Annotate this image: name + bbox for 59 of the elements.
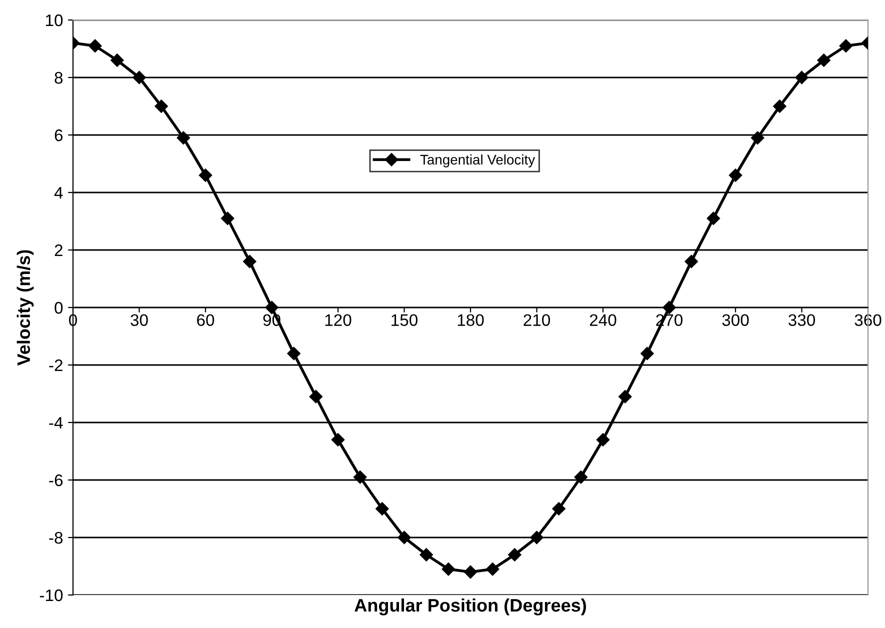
y-tick-label: 0 <box>54 302 63 314</box>
point <box>132 70 146 84</box>
y-tick-label: -8 <box>49 532 63 544</box>
point <box>398 530 411 544</box>
point <box>176 131 190 144</box>
point <box>662 300 676 314</box>
x-tick-label: 240 <box>590 314 616 326</box>
x-tick-label: 60 <box>197 314 214 326</box>
x-tick-label: 210 <box>524 314 550 326</box>
y-tick-label: 10 <box>46 14 63 26</box>
y-tick-label: 4 <box>54 187 63 199</box>
x-tick-label: 30 <box>130 314 148 326</box>
point <box>198 168 212 182</box>
point <box>750 131 764 144</box>
y-tick-label: -10 <box>40 589 63 602</box>
point <box>706 212 720 225</box>
point <box>640 346 654 360</box>
point <box>243 254 256 268</box>
point <box>110 54 124 67</box>
x-tick-label: 120 <box>325 314 352 326</box>
y-axis-title: Velocity (m/s) <box>16 250 34 366</box>
point <box>728 168 742 182</box>
y-tick-label: 6 <box>54 129 63 142</box>
y-tick-label: -6 <box>49 474 63 486</box>
point <box>508 548 522 562</box>
x-axis-title: Angular Position (Degrees) <box>354 598 586 616</box>
point <box>795 70 808 84</box>
point <box>618 390 632 404</box>
point <box>88 39 102 52</box>
point <box>817 54 830 67</box>
x-tick-label: 150 <box>392 314 418 326</box>
legend-label: Tangential Velocity <box>420 154 536 168</box>
x-tick-label: 180 <box>458 314 484 326</box>
point <box>265 300 278 314</box>
point <box>309 390 323 404</box>
point <box>574 470 588 484</box>
x-tick-label: 360 <box>854 314 882 326</box>
point <box>684 254 698 268</box>
point <box>839 39 853 52</box>
y-tick-label: -4 <box>49 417 63 429</box>
point <box>376 502 389 516</box>
point <box>773 100 786 113</box>
point <box>596 433 610 446</box>
point <box>220 212 234 225</box>
y-tick-label: 8 <box>54 72 63 84</box>
y-tick-label: -2 <box>49 359 62 372</box>
point <box>530 530 544 544</box>
point <box>154 100 168 113</box>
x-tick-label: 330 <box>788 314 816 326</box>
point <box>287 346 300 360</box>
point <box>331 433 345 446</box>
point <box>464 565 478 579</box>
x-tick-label: 300 <box>722 314 749 326</box>
point <box>442 562 456 576</box>
y-tick-label: 2 <box>54 244 62 256</box>
point <box>420 548 433 562</box>
point <box>552 502 566 516</box>
point <box>486 562 500 576</box>
point <box>353 470 367 484</box>
